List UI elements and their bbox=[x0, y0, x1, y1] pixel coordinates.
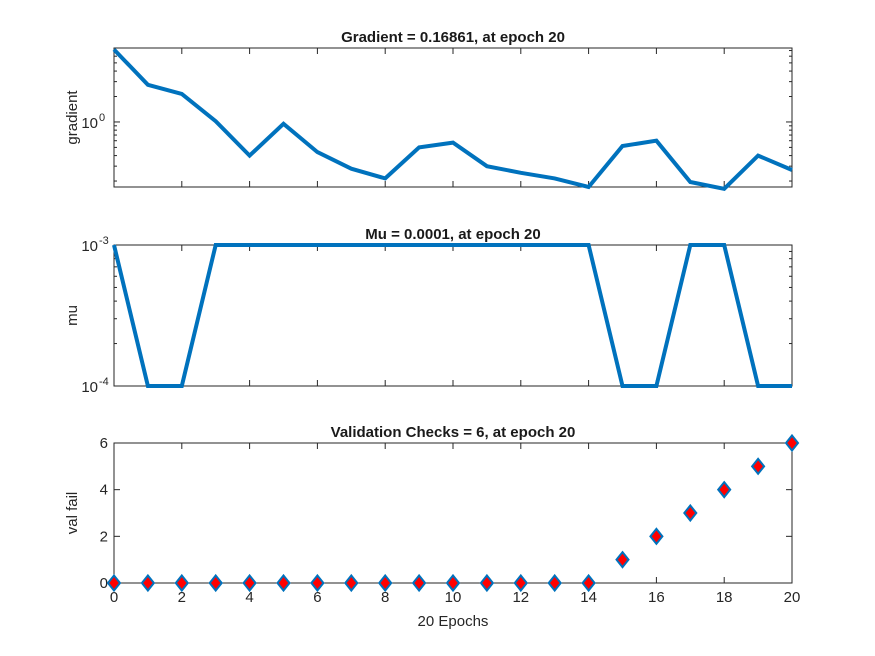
data-point bbox=[750, 457, 766, 476]
y-tick-label: 2 bbox=[100, 528, 108, 545]
chart-title: Mu = 0.0001, at epoch 20 bbox=[365, 226, 541, 243]
x-axis-label: 20 Epochs bbox=[418, 613, 489, 630]
data-point bbox=[276, 573, 291, 593]
axes-frame bbox=[113, 244, 793, 387]
data-point bbox=[106, 573, 122, 593]
data-point bbox=[581, 573, 596, 593]
series-line bbox=[112, 48, 793, 191]
x-tick-label: 16 bbox=[648, 589, 665, 606]
y-tick-exponent: -3 bbox=[99, 235, 109, 247]
data-point bbox=[310, 573, 325, 593]
y-axis-label: val fail bbox=[64, 492, 81, 535]
x-tick-label: 2 bbox=[178, 589, 186, 606]
x-tick-label: 14 bbox=[580, 589, 597, 606]
data-point bbox=[784, 433, 800, 453]
x-tick-label: 6 bbox=[313, 589, 321, 606]
y-axis-label: mu bbox=[64, 305, 81, 326]
y-axis-label: gradient bbox=[64, 90, 81, 145]
validation-checks-panel: Validation Checks = 6, at epoch 20 val fa… bbox=[64, 424, 800, 630]
data-point bbox=[445, 573, 461, 593]
chart-title: Gradient = 0.16861, at epoch 20 bbox=[341, 29, 565, 46]
axes-frame bbox=[113, 47, 793, 188]
data-point bbox=[513, 573, 529, 593]
y-tick-label: 0 bbox=[100, 575, 108, 592]
data-point bbox=[208, 573, 223, 593]
x-tick-label: 20 bbox=[784, 589, 801, 606]
y-tick-label: 10 bbox=[81, 379, 98, 396]
data-point bbox=[174, 573, 190, 593]
x-tick-label: 8 bbox=[381, 589, 389, 606]
x-tick-label: 18 bbox=[716, 589, 733, 606]
data-point bbox=[344, 573, 359, 593]
data-point bbox=[716, 480, 732, 499]
x-tick-label: 12 bbox=[512, 589, 529, 606]
data-point bbox=[411, 573, 427, 593]
data-point bbox=[479, 573, 495, 593]
x-tick-label: 4 bbox=[245, 589, 253, 606]
data-point bbox=[649, 527, 664, 546]
y-tick-exponent: -4 bbox=[99, 376, 109, 388]
data-point bbox=[683, 503, 698, 523]
y-tick-exponent: 0 bbox=[99, 112, 105, 124]
data-point bbox=[377, 573, 393, 593]
y-tick-label: 10 bbox=[81, 238, 98, 255]
data-point bbox=[547, 573, 562, 593]
x-tick-label: 10 bbox=[445, 589, 462, 606]
chart-title: Validation Checks = 6, at epoch 20 bbox=[331, 424, 576, 441]
data-point bbox=[242, 573, 257, 593]
gradient-panel: Gradient = 0.16861, at epoch 20 gradient 1… bbox=[64, 29, 793, 191]
series-line bbox=[112, 243, 792, 388]
y-tick-label: 4 bbox=[100, 482, 108, 499]
data-point bbox=[140, 573, 156, 593]
x-tick-label: 0 bbox=[110, 589, 118, 606]
y-tick-label: 6 bbox=[100, 435, 108, 452]
data-point bbox=[615, 550, 630, 569]
y-tick-label: 10 bbox=[81, 115, 98, 132]
